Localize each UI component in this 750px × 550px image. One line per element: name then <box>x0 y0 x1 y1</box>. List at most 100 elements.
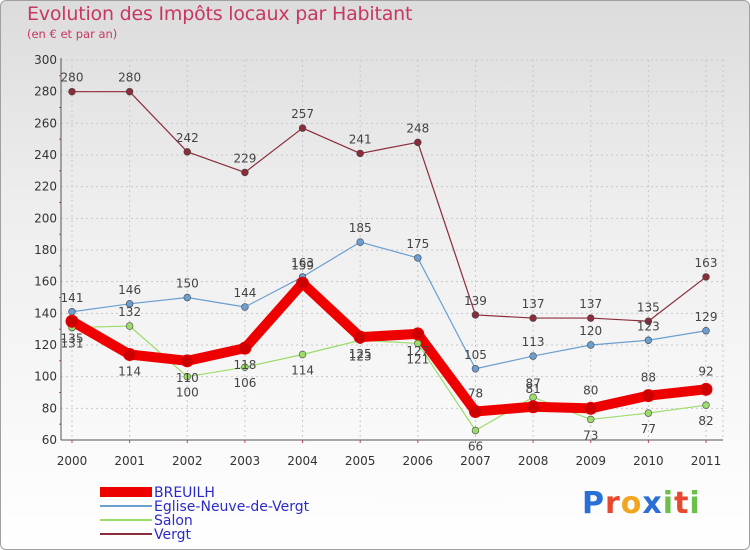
logo-letter: P <box>582 486 605 521</box>
logo-letter: i <box>662 486 675 521</box>
data-label: 120 <box>579 324 602 338</box>
data-point <box>125 300 134 308</box>
y-tick-label: 220 <box>34 180 57 194</box>
logo-letter: r <box>605 486 621 521</box>
y-tick-label: 280 <box>34 85 57 99</box>
x-tick-label: 2011 <box>691 454 722 468</box>
data-point <box>241 363 249 371</box>
data-label: 106 <box>233 376 256 390</box>
data-point <box>298 124 307 132</box>
proxiti-logo: Proxiti <box>582 486 701 521</box>
data-label: 280 <box>61 71 84 85</box>
data-point <box>125 322 134 330</box>
y-tick-label: 100 <box>34 370 57 384</box>
data-label: 248 <box>406 121 429 135</box>
data-label: 131 <box>61 337 84 351</box>
data-label: 78 <box>468 387 483 401</box>
data-label: 175 <box>406 237 429 251</box>
legend-label: Salon <box>154 513 193 529</box>
data-label: 123 <box>349 349 372 363</box>
data-label: 257 <box>291 107 314 121</box>
data-label: 132 <box>118 305 141 319</box>
data-point <box>183 293 191 302</box>
data-label: 73 <box>583 428 598 442</box>
data-label: 121 <box>406 352 429 366</box>
series-line-eglise-neuve-de-vergt <box>71 241 707 370</box>
data-point <box>298 350 307 359</box>
data-point <box>587 415 595 424</box>
data-label: 81 <box>525 382 540 396</box>
data-point <box>587 341 595 349</box>
x-tick-label: 2004 <box>287 454 318 468</box>
data-point <box>644 317 653 325</box>
grid-lines <box>61 59 724 441</box>
data-label: 135 <box>637 300 660 314</box>
data-point <box>699 382 713 396</box>
y-tick-label: 140 <box>34 306 57 320</box>
data-point <box>702 327 710 335</box>
data-point <box>65 314 79 328</box>
data-point <box>702 401 710 409</box>
data-point <box>183 148 191 156</box>
data-label: 88 <box>641 371 656 385</box>
axes: 60 80 100 120 140 160 180 200 220 240 260 280 300 200… <box>34 53 723 468</box>
data-point <box>241 303 249 311</box>
data-label: 105 <box>464 348 487 362</box>
data-point <box>183 372 191 381</box>
x-tick-label: 2009 <box>575 454 606 468</box>
data-point <box>644 336 653 344</box>
data-label: 150 <box>176 277 199 291</box>
x-tick-label: 2002 <box>172 454 203 468</box>
y-tick-label: 260 <box>34 116 57 130</box>
y-tick-label: 300 <box>34 53 57 67</box>
data-label: 163 <box>695 256 718 270</box>
x-tick-label: 2003 <box>230 454 261 468</box>
data-label: 135 <box>61 331 84 345</box>
data-label: 123 <box>637 319 660 333</box>
data-point <box>414 138 422 147</box>
logo-letter: o <box>620 486 643 521</box>
x-tick-label: 2006 <box>403 454 434 468</box>
data-label: 82 <box>698 414 713 428</box>
legend-label: Vergt <box>154 527 192 543</box>
data-point <box>641 389 655 403</box>
data-point <box>526 400 540 414</box>
y-tick-label: 160 <box>34 275 57 289</box>
logo-letter: i <box>689 486 701 521</box>
chart-title: Evolution des Impôts locaux par Habitant <box>27 3 413 25</box>
x-tick-label: 2008 <box>518 454 549 468</box>
data-point <box>702 273 710 281</box>
chart-subtitle: (en € et par an) <box>27 27 118 41</box>
data-point <box>468 405 482 418</box>
data-label: 113 <box>522 335 545 349</box>
series-line-breuilh <box>67 278 711 417</box>
data-label: 144 <box>233 286 256 300</box>
data-point <box>471 426 480 435</box>
series-lines <box>67 91 711 432</box>
data-label: 137 <box>579 297 602 311</box>
data-label: 185 <box>349 221 372 235</box>
data-label: 146 <box>118 283 141 297</box>
legend-label: BREUILH <box>154 485 215 501</box>
logo-letter: x <box>642 486 663 521</box>
data-label: 66 <box>468 440 483 454</box>
data-labels: 135 114 110 118 159 125 127 78 81 80 88 92 141 146 150… <box>61 71 718 454</box>
data-point <box>529 352 537 360</box>
x-tick-label: 2010 <box>633 454 664 468</box>
data-point <box>180 354 194 368</box>
data-label: 137 <box>522 297 545 311</box>
x-tick-label: 2001 <box>114 454 145 468</box>
data-point <box>587 314 595 322</box>
data-point <box>238 341 252 355</box>
data-label: 114 <box>118 365 141 379</box>
data-label: 77 <box>641 422 656 436</box>
y-tick-label: 60 <box>42 433 57 447</box>
data-label: 114 <box>291 364 314 378</box>
data-label: 87 <box>525 376 540 390</box>
y-tick-label: 180 <box>34 243 57 257</box>
data-label: 80 <box>583 383 598 397</box>
data-label: 118 <box>233 358 256 372</box>
data-point <box>356 238 364 246</box>
